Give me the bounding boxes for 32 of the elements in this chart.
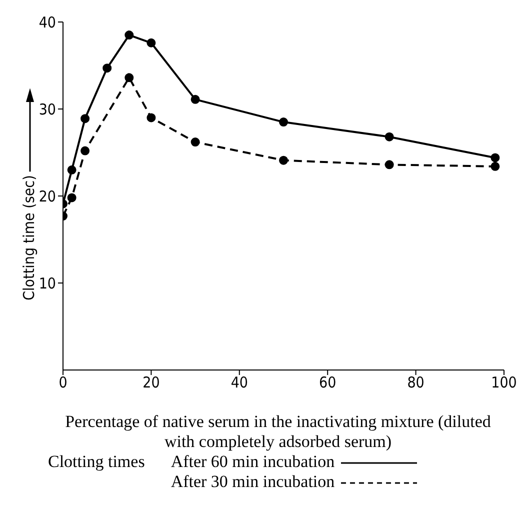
x-tick-label: 20	[142, 374, 160, 392]
point	[490, 162, 500, 171]
legend-label: After 60 min incubation	[170, 452, 335, 472]
point	[190, 94, 200, 104]
x-tick-label: 100	[491, 374, 517, 392]
point	[279, 118, 288, 127]
y-tick-label: 10	[38, 274, 56, 292]
point	[146, 113, 156, 122]
point	[146, 38, 156, 48]
point	[67, 193, 76, 202]
x-tick-label: 80	[407, 374, 424, 392]
point	[80, 146, 90, 156]
y-axis-title: Clotting time (sec)	[20, 175, 38, 300]
y-tick-label: 40	[38, 13, 56, 32]
point	[190, 138, 200, 147]
y-tick-label: 20	[38, 187, 56, 206]
x-tick-label: 40	[230, 374, 248, 392]
point	[279, 156, 288, 165]
point	[490, 153, 500, 162]
y-tick-label: 30	[38, 100, 56, 118]
point	[384, 160, 394, 170]
legend-title: Clotting times	[48, 452, 145, 473]
x-tick-label: 0	[58, 374, 68, 392]
point	[124, 30, 134, 40]
x-tick-label: 60	[319, 374, 336, 392]
point	[80, 114, 90, 124]
x-axis-title: Percentage of native serum in the inactivating mixture (diluted with completely adsorbed serum)	[64, 412, 492, 452]
point	[67, 165, 76, 174]
point	[102, 64, 112, 73]
legend-label: After 30 min incubation	[170, 472, 335, 492]
point	[384, 132, 394, 142]
point	[124, 73, 134, 82]
